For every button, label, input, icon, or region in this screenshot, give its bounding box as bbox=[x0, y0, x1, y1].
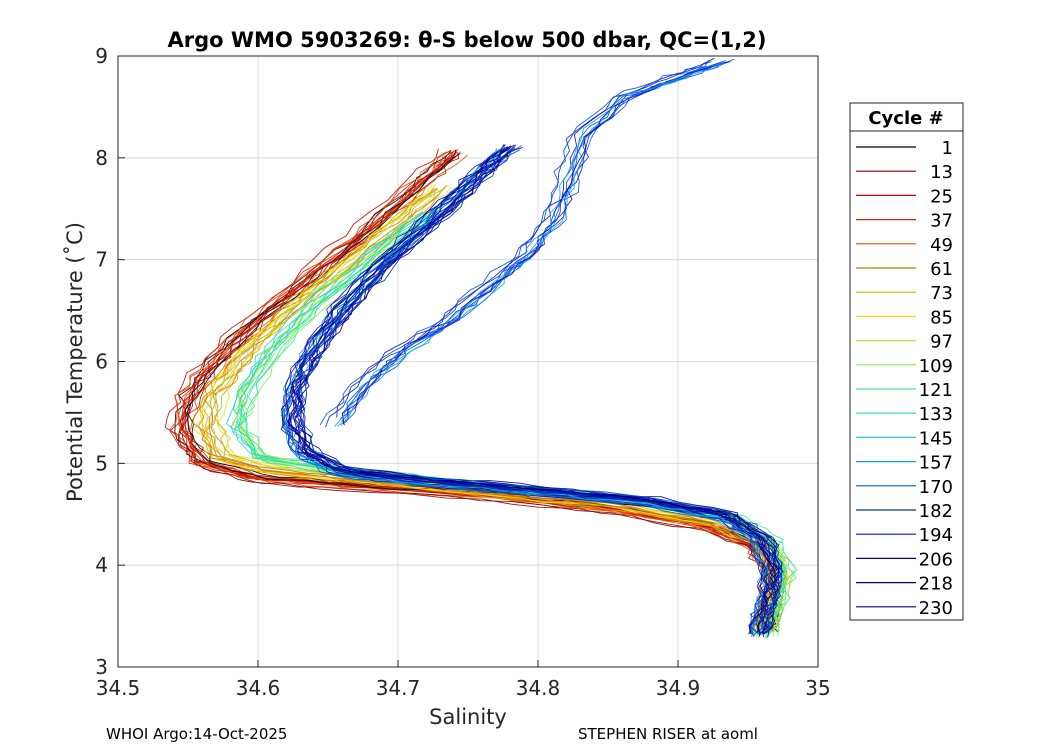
x-tick-label: 34.6 bbox=[236, 676, 281, 700]
legend-entry-label: 230 bbox=[919, 598, 953, 619]
legend-entry-label: 121 bbox=[919, 380, 953, 401]
legend-entry-label: 133 bbox=[919, 404, 953, 425]
legend-entry-label: 194 bbox=[919, 525, 953, 546]
series-lines bbox=[164, 57, 798, 640]
legend-entry-label: 61 bbox=[930, 259, 953, 280]
y-tick-label: 4 bbox=[95, 553, 108, 577]
footer-left: WHOI Argo:14-Oct-2025 bbox=[106, 725, 288, 743]
profile-line bbox=[319, 59, 710, 426]
x-tick-label: 34.9 bbox=[656, 676, 701, 700]
legend-entry-label: 218 bbox=[919, 574, 953, 595]
y-tick-label: 7 bbox=[95, 248, 108, 272]
legend-items: 1 13 25 37 49 61 73 85 97 109 121 133 145 157 170 182 19… bbox=[856, 138, 953, 619]
profile-line bbox=[292, 145, 778, 634]
x-tick-label: 35 bbox=[805, 676, 830, 700]
profile-line bbox=[192, 186, 767, 634]
series-3 bbox=[280, 143, 784, 638]
profile-line bbox=[168, 151, 769, 631]
legend-entry-label: 37 bbox=[930, 211, 953, 232]
profile-line bbox=[297, 145, 783, 635]
y-axis-label: Potential Temperature (˚C) bbox=[63, 222, 87, 502]
x-tick-label: 34.7 bbox=[376, 676, 421, 700]
legend-title: Cycle # bbox=[868, 108, 943, 129]
legend-entry-label: 109 bbox=[919, 356, 953, 377]
profile-line bbox=[334, 62, 724, 427]
legend-entry-label: 25 bbox=[930, 186, 953, 207]
legend-entry-label: 145 bbox=[919, 428, 953, 449]
profile-line bbox=[296, 148, 783, 635]
x-axis-label: Salinity bbox=[429, 705, 507, 729]
legend-entry-label: 182 bbox=[919, 501, 953, 522]
x-tick-label: 34.5 bbox=[96, 676, 141, 700]
profile-line bbox=[285, 146, 775, 634]
y-tick-label: 3 bbox=[95, 655, 108, 679]
profile-line bbox=[337, 62, 723, 427]
profile-line bbox=[281, 144, 766, 635]
legend-entry-label: 170 bbox=[919, 477, 953, 498]
legend-entry-label: 206 bbox=[919, 549, 953, 570]
y-tick-label: 6 bbox=[95, 350, 108, 374]
x-tick-label: 34.8 bbox=[516, 676, 561, 700]
profile-line bbox=[342, 62, 724, 425]
series-4 bbox=[319, 57, 735, 428]
profile-line bbox=[341, 61, 730, 426]
legend-entry-label: 49 bbox=[930, 235, 953, 256]
legend-entry-label: 13 bbox=[930, 162, 953, 183]
legend-entry-label: 85 bbox=[930, 307, 953, 328]
y-tick-label: 9 bbox=[95, 44, 108, 68]
legend-entry-label: 97 bbox=[930, 332, 953, 353]
profile-line bbox=[283, 149, 772, 638]
y-tick-label: 8 bbox=[95, 146, 108, 170]
axis-ticks: 34.5 34.6 34.7 34.8 34.9 35 3 4 5 6 7 8 9 bbox=[95, 44, 830, 700]
legend: Cycle # 1 13 25 37 49 61 73 85 97 109 121 133 145 157… bbox=[849, 102, 964, 621]
legend-entry-label: 157 bbox=[919, 453, 953, 474]
footer-right: STEPHEN RISER at aoml bbox=[578, 725, 758, 743]
y-tick-label: 5 bbox=[95, 451, 108, 475]
legend-entry-label: 73 bbox=[930, 283, 953, 304]
grid-lines bbox=[118, 56, 818, 667]
legend-entry-label: 1 bbox=[942, 138, 953, 159]
profile-line bbox=[293, 144, 782, 635]
chart-title: Argo WMO 5903269: θ-S below 500 dbar, QC… bbox=[168, 28, 767, 52]
